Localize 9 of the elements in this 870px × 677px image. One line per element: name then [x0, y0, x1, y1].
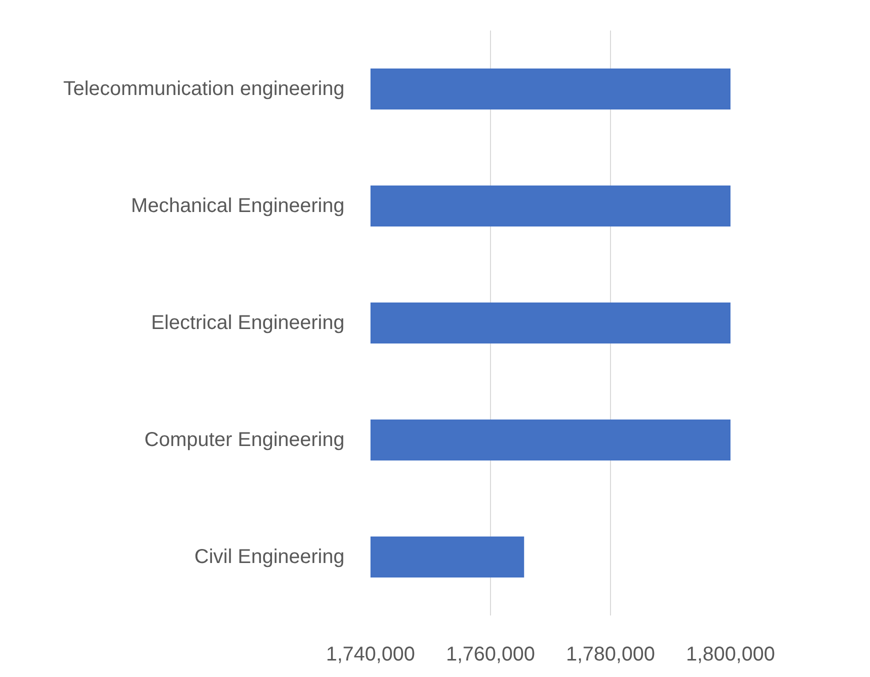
x-tick-label: 1,780,000 — [566, 644, 655, 666]
x-tick-label: 1,800,000 — [686, 644, 775, 666]
y-tick-label: Telecommunication engineering — [63, 78, 344, 100]
y-tick-label: Electrical Engineering — [151, 312, 344, 334]
x-tick-label: 1,760,000 — [446, 644, 535, 666]
x-tick-label: 1,740,000 — [326, 644, 415, 666]
y-tick-label: Civil Engineering — [194, 546, 344, 568]
y-tick-label: Computer Engineering — [144, 429, 345, 451]
y-tick-label: Mechanical Engineering — [131, 195, 344, 217]
